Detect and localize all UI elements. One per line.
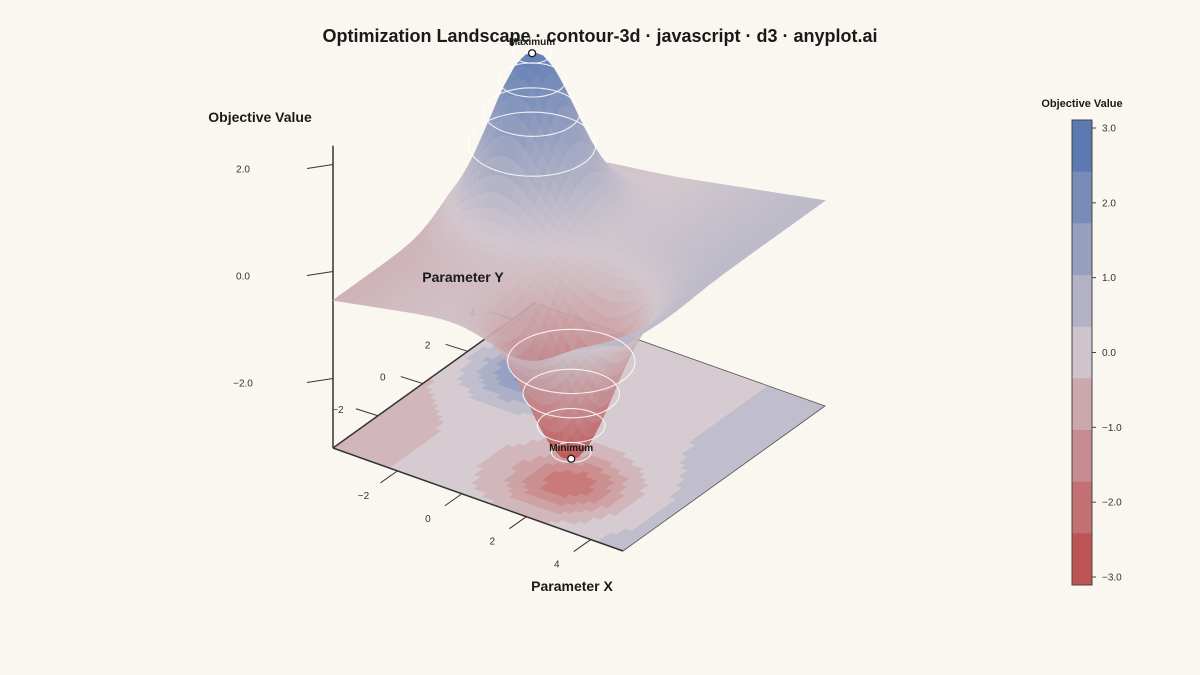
colorbar-swatch (1072, 378, 1092, 431)
chart-title: Optimization Landscape · contour-3d · ja… (322, 26, 877, 46)
z-tick-label: −2.0 (233, 378, 253, 389)
x-tick-label: −2 (358, 491, 370, 502)
y-tick (355, 408, 379, 417)
colorbar-tick-label: −2.0 (1102, 498, 1122, 509)
y-tick-label: −2 (332, 405, 344, 416)
z-tick-label: 0.0 (236, 271, 250, 282)
colorbar-swatch (1072, 275, 1092, 328)
y-axis-title: Parameter Y (422, 269, 504, 285)
x-tick (573, 539, 592, 552)
x-tick-label: 4 (554, 560, 560, 571)
x-tick-label: 2 (490, 537, 496, 548)
colorbar-tick-label: 3.0 (1102, 124, 1116, 135)
x-tick (509, 516, 527, 530)
x-tick (444, 493, 463, 507)
colorbar-tick-label: 2.0 (1102, 198, 1116, 209)
colorbar-swatch (1072, 120, 1092, 173)
y-tick (400, 376, 423, 385)
y-tick-label: 2 (425, 340, 431, 351)
colorbar-tick-label: −1.0 (1102, 423, 1122, 434)
colorbar-swatch (1072, 171, 1092, 224)
z-tick-label: 2.0 (236, 164, 250, 175)
x-tick (380, 470, 398, 484)
z-tick (306, 377, 334, 383)
minimum-label: Minimum (549, 443, 593, 454)
x-axis-title: Parameter X (531, 578, 613, 594)
colorbar-swatch (1072, 533, 1092, 586)
y-tick (445, 343, 468, 352)
minimum-marker (567, 454, 576, 463)
y-tick-label: 0 (380, 373, 386, 384)
colorbar-swatch (1072, 326, 1092, 379)
colorbar-swatch (1072, 223, 1092, 276)
maximum-marker (527, 49, 537, 58)
colorbar-tick-label: 1.0 (1102, 273, 1116, 284)
colorbar-swatch (1072, 430, 1092, 483)
colorbar-swatch (1072, 481, 1092, 534)
colorbar: Objective Value 3.0 2.0 1.0 0.0 −1.0 −2.0 −3.0 (1041, 98, 1123, 586)
z-tick (306, 270, 334, 276)
maximum-label: Maximum (509, 37, 555, 48)
colorbar-title: Objective Value (1041, 98, 1122, 110)
colorbar-tick-label: 0.0 (1102, 348, 1116, 359)
z-axis-title: Objective Value (208, 109, 312, 125)
z-tick (306, 163, 334, 169)
x-tick-label: 0 (425, 514, 431, 525)
colorbar-tick-label: −3.0 (1102, 573, 1122, 584)
